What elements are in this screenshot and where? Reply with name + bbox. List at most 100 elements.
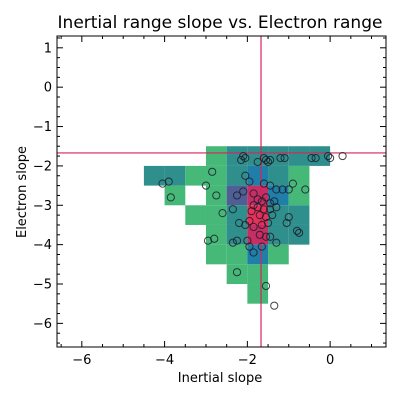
scatter-point <box>268 211 277 220</box>
scatter-point <box>270 301 279 310</box>
y-tick-label: 1 <box>44 41 52 56</box>
scatter-point <box>266 232 275 241</box>
scatter-point <box>201 181 211 190</box>
heatmap-bin <box>226 146 248 166</box>
heatmap-bin <box>143 165 165 186</box>
heatmap-bin <box>226 205 248 225</box>
scatter-point <box>239 151 248 161</box>
scatter-point <box>280 153 289 163</box>
heatmap-bin <box>205 205 227 225</box>
scatter-point <box>257 242 266 251</box>
heatmap-bin <box>288 165 310 186</box>
scatter-point <box>249 222 258 232</box>
scatter-point <box>261 212 271 222</box>
scatter-point <box>338 151 347 161</box>
scatter-point <box>208 167 217 176</box>
heatmap-bin <box>226 165 248 186</box>
plot-area: −6 −4 −2 0 −6 −5 −4 −3 −2 −1 0 1 <box>33 35 387 368</box>
scatter-point <box>272 185 281 194</box>
scatter-point <box>307 153 316 163</box>
scatter-point <box>263 218 273 228</box>
scatter-point <box>276 153 285 163</box>
heatmap-bin <box>185 165 206 186</box>
heatmap-bin <box>226 224 248 245</box>
scatter-point <box>272 238 281 247</box>
scatter-point <box>259 205 269 214</box>
scatter-point <box>282 218 291 228</box>
scatter-point <box>228 238 237 247</box>
heatmap-bin <box>205 185 227 206</box>
x-tick-label: 0 <box>326 353 334 368</box>
plot-frame <box>56 35 387 348</box>
scatter-point <box>243 236 252 245</box>
scatter-point <box>278 185 287 194</box>
scatter-point <box>241 171 250 180</box>
heatmap-bin <box>247 165 269 186</box>
heatmap-bin <box>226 244 248 265</box>
reference-lines <box>57 36 386 347</box>
y-axis-label: Electron slope <box>15 146 30 238</box>
scatter-point <box>158 179 167 188</box>
heatmap-bin <box>288 205 310 225</box>
scatter-point <box>301 185 310 194</box>
heatmap-bin <box>247 244 269 265</box>
heatmap-bin <box>288 146 310 166</box>
heatmap-bin <box>205 146 227 166</box>
x-axis-label: Inertial slope <box>178 371 262 386</box>
scatter-point <box>245 177 254 186</box>
heatmap-bin <box>268 224 289 245</box>
heatmap-bin <box>205 165 227 186</box>
chart-title: Inertial range slope vs. Electron range <box>58 13 383 33</box>
y-tick-label: −4 <box>33 238 52 253</box>
scatter-point <box>284 212 293 222</box>
heatmap-bin <box>164 185 186 206</box>
heatmap-bin <box>247 264 269 285</box>
scatter-point <box>247 207 256 216</box>
scatter-point <box>259 179 269 188</box>
scatter-point <box>212 191 221 200</box>
scatter-point <box>253 195 262 204</box>
scatter-point <box>255 211 264 220</box>
y-tick-label: 0 <box>44 81 52 96</box>
scatter-point <box>232 268 242 277</box>
heatmap-bin <box>164 165 186 186</box>
scatter-point <box>249 189 258 198</box>
scatter-point <box>270 197 279 206</box>
scatter-point <box>261 281 271 291</box>
y-tick-label: −6 <box>33 317 52 332</box>
scatter-point <box>284 185 293 194</box>
heatmap-bin <box>226 264 248 285</box>
heatmap-bin <box>309 146 331 166</box>
scatter-point <box>228 205 237 214</box>
scatter-point <box>261 155 271 165</box>
scatter-point <box>257 220 266 230</box>
scatter-point <box>294 228 304 237</box>
scatter-point <box>203 236 213 245</box>
scatter-point <box>255 230 264 239</box>
scatter-point <box>311 153 320 163</box>
scatter-point <box>232 236 242 245</box>
scatter-point <box>241 153 250 163</box>
scatter-point <box>237 155 246 165</box>
scatter-point <box>288 179 297 188</box>
scatter-point <box>261 193 271 202</box>
heatmap-bin <box>247 224 269 245</box>
heatmap-bin <box>268 244 289 265</box>
y-tick-label: −5 <box>33 278 52 293</box>
scatter-point <box>266 199 275 208</box>
scatter-point <box>232 191 242 200</box>
scatter-point <box>266 205 275 214</box>
scatter-point <box>253 203 262 212</box>
scatter-point <box>261 232 271 241</box>
scatter-point <box>253 157 262 167</box>
y-tick-label: −2 <box>33 159 52 174</box>
scatter-point <box>210 234 219 243</box>
scatter-point <box>218 209 227 218</box>
scatter-point <box>266 155 275 165</box>
y-tick-label: −3 <box>33 199 52 214</box>
x-tick-label: −6 <box>72 353 91 368</box>
scatter-point <box>326 153 335 163</box>
heatmap-bin <box>268 165 289 186</box>
heatmap-bins <box>143 146 331 304</box>
